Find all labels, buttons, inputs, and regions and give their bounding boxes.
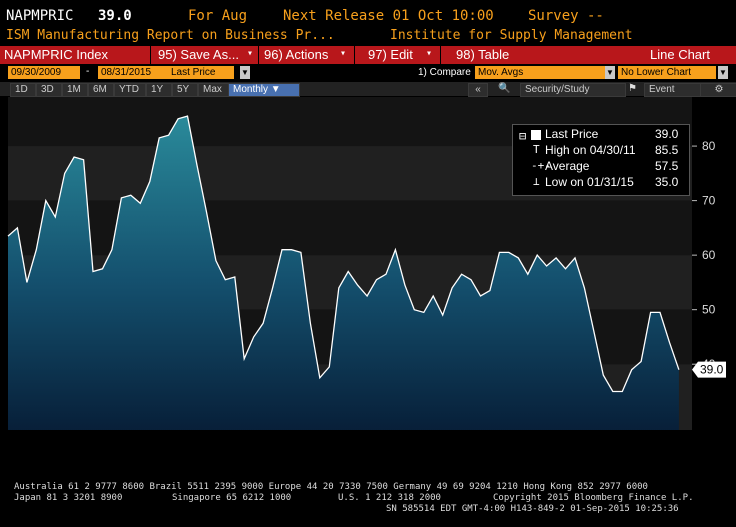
- period-button-monthly[interactable]: Monthly ▼: [228, 83, 300, 97]
- price-line: [7, 115, 680, 393]
- period-button-1d[interactable]: 1D: [10, 83, 36, 97]
- survey: Survey --: [528, 8, 604, 24]
- last-value-tag-label: 39.0: [700, 363, 724, 377]
- compare-label: 1) Compare: [418, 67, 471, 78]
- legend-toggle-icon[interactable]: ⊟: [519, 129, 527, 143]
- edit-button[interactable]: 97) Edit: [368, 47, 413, 62]
- legend-high-value: 85.5: [655, 143, 679, 157]
- last-value-tag: [692, 361, 726, 378]
- start-date-field[interactable]: 09/30/2009: [8, 66, 80, 79]
- high-marker-icon: T: [533, 143, 540, 156]
- legend-high-label: High on 04/30/11: [545, 143, 636, 157]
- security-study-button[interactable]: Security/Study: [520, 83, 626, 97]
- period-button-ytd[interactable]: YTD: [114, 83, 146, 97]
- toolbar: NAPMPRIC Index 95) Save As... ▾ 96) Acti…: [0, 46, 736, 64]
- actions-chevron-icon: ▾: [340, 48, 347, 59]
- period-button-5y[interactable]: 5Y: [172, 83, 198, 97]
- period-button-1y[interactable]: 1Y: [146, 83, 172, 97]
- footer-contacts-japan: Japan 81 3 3201 8900: [14, 493, 123, 503]
- for-period: For Aug: [188, 8, 248, 24]
- date-separator: -: [86, 66, 90, 77]
- field-select[interactable]: Last Price: [168, 66, 234, 79]
- ticker: NAPMPRIC: [6, 8, 74, 24]
- chart-band: [8, 200, 692, 256]
- field-dropdown-icon[interactable]: ▼: [240, 66, 250, 79]
- last-price-swatch: [531, 130, 541, 140]
- period-button-1m[interactable]: 1M: [62, 83, 88, 97]
- y-tick-label: 80: [702, 139, 716, 153]
- legend-last-label: Last Price: [545, 127, 599, 141]
- legend-low-value: 35.0: [655, 175, 679, 189]
- legend-box: ⊟ Last Price 39.0 T High on 04/30/11 85.…: [512, 124, 690, 196]
- legend-low-label: Low on 01/31/15: [545, 175, 634, 189]
- series-source: Institute for Supply Management: [390, 28, 633, 43]
- last-value: 39.0: [98, 8, 132, 24]
- chart-type-label[interactable]: Line Chart: [650, 47, 710, 62]
- index-label[interactable]: NAPMPRIC Index: [0, 46, 150, 64]
- legend-last-value: 39.0: [655, 127, 679, 141]
- average-marker-icon: -+-: [531, 159, 551, 172]
- footer-contacts-1: Australia 61 2 9777 8600 Brazil 5511 239…: [14, 482, 648, 492]
- lower-chart-dropdown-icon[interactable]: ▼: [718, 66, 728, 79]
- y-tick-label: 70: [702, 194, 716, 208]
- event-button[interactable]: Event: [644, 83, 704, 97]
- low-marker-icon: ⊥: [533, 175, 540, 188]
- save-as-chevron-icon: ▾: [247, 48, 254, 59]
- compare-select[interactable]: Mov. Avgs: [475, 66, 605, 79]
- collapse-arrow-icon[interactable]: «: [468, 83, 488, 97]
- period-button-3d[interactable]: 3D: [36, 83, 62, 97]
- table-button[interactable]: 98) Table: [456, 47, 510, 62]
- lower-chart-select[interactable]: No Lower Chart: [618, 66, 716, 79]
- edit-chevron-icon: ▾: [426, 48, 433, 59]
- save-as-button[interactable]: 95) Save As...: [158, 47, 239, 62]
- end-date-field[interactable]: 08/31/2015: [98, 66, 168, 79]
- y-tick-label: 60: [702, 248, 716, 262]
- series-description: ISM Manufacturing Report on Business Pr.…: [6, 28, 335, 43]
- search-icon: 🔍: [498, 83, 511, 94]
- footer-session-info: SN 585514 EDT GMT-4:00 H143-849-2 01-Sep…: [386, 504, 679, 514]
- settings-row: 09/30/2009 - 08/31/2015 Last Price ▼ 1) …: [0, 65, 736, 81]
- next-release: Next Release 01 Oct 10:00: [283, 8, 494, 24]
- footer-copyright: Copyright 2015 Bloomberg Finance L.P.: [493, 493, 694, 503]
- footer-contacts-us: U.S. 1 212 318 2000: [338, 493, 441, 503]
- actions-button[interactable]: 96) Actions: [264, 47, 329, 62]
- y-tick-label: 50: [702, 303, 716, 317]
- legend-average-label: Average: [545, 159, 590, 173]
- flag-icon: ⚑: [628, 83, 637, 94]
- compare-dropdown-icon[interactable]: ▼: [605, 66, 615, 79]
- legend-average-value: 57.5: [655, 159, 679, 173]
- period-button-6m[interactable]: 6M: [88, 83, 114, 97]
- footer-contacts-singapore: Singapore 65 6212 1000: [172, 493, 292, 503]
- gear-icon[interactable]: ⚙: [700, 83, 736, 97]
- price-area: [8, 116, 679, 430]
- price-chart: 807060504039.0 0092010201120122013201420…: [7, 97, 726, 430]
- periods-row: 1D 3D 1M 6M YTD 1Y 5Y Max Monthly ▼ « 🔍 Security…: [0, 82, 736, 97]
